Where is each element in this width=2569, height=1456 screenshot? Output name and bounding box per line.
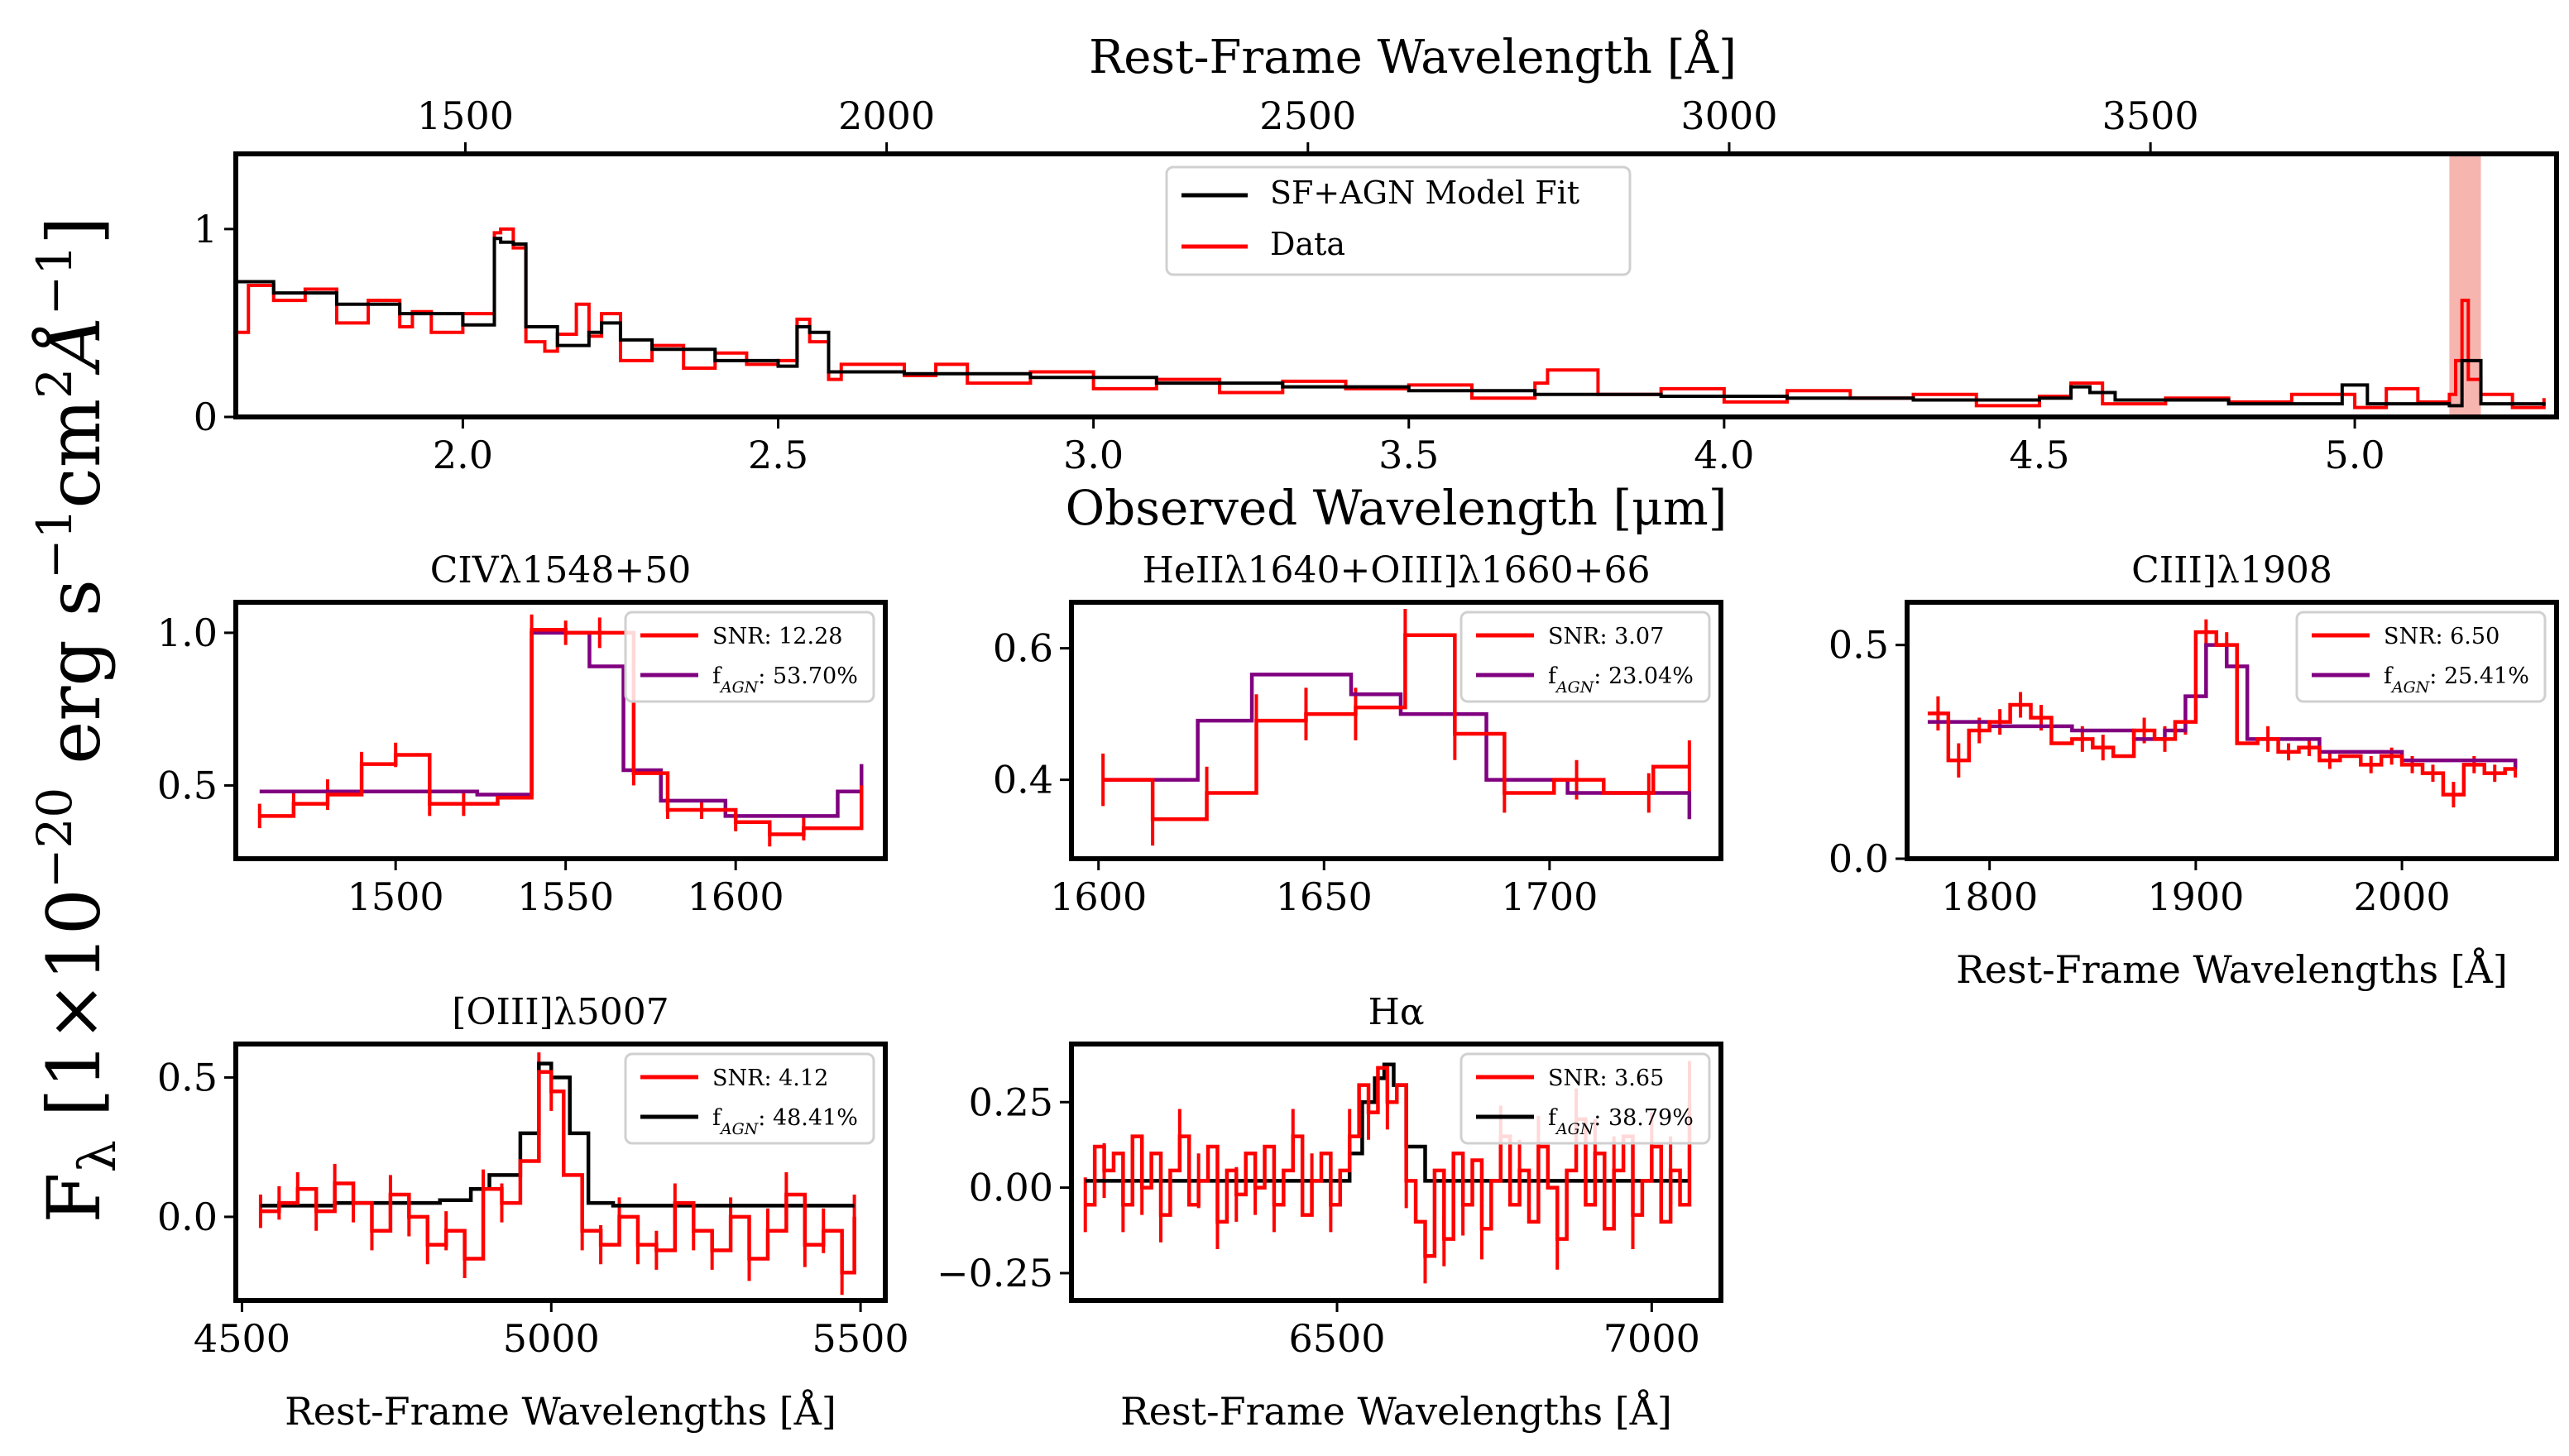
civ-axes-frame: [233, 600, 888, 861]
x-tick-label: 1900: [2147, 874, 2244, 919]
x-tick-label: 3.5: [1378, 433, 1439, 477]
full-series-sf-agn-model-fit: [236, 237, 2546, 408]
global-ylabel: Fλ [1×10−20 erg s−1cm2Å−1]: [26, 217, 127, 1224]
top-tick-label: 3500: [2102, 93, 2199, 138]
x-tick-label: 4500: [194, 1316, 290, 1361]
y-tick-label: 0.0: [1828, 836, 1889, 881]
legend-entry: SNR: 6.50: [2384, 624, 2500, 649]
oiii-x-axis-label: Rest-Frame Wavelengths [Å]: [285, 1388, 836, 1434]
panel-civ: 1500 1550 1600 0.5 1.0 CIVλ1548+50 SNR: 12.28 f…: [157, 549, 888, 919]
y-tick-label: −0.25: [937, 1251, 1053, 1296]
x-tick-label: 5.0: [2325, 433, 2385, 477]
y-tick-label: 1: [194, 207, 218, 251]
y-tick-label: 0.4: [993, 758, 1053, 802]
full-legend: SF+AGN Model Fit Data: [1165, 165, 1632, 276]
y-tick-label: 1.0: [157, 611, 218, 655]
x-tick-label: 7000: [1603, 1316, 1700, 1361]
civ-series-data: [259, 627, 864, 836]
y-tick-label: 0.00: [969, 1166, 1053, 1210]
panel-ciii: 1800 1900 2000 0.0 0.5 CIII]λ1908 Rest-Frame W…: [1828, 549, 2559, 992]
civ-series-model: [259, 630, 864, 818]
civ-plot-area: [257, 614, 864, 847]
ciii-axes-frame: [1905, 600, 2559, 861]
x-tick-label: 4.5: [2009, 433, 2069, 477]
oiii-title: [OIII]λ5007: [452, 991, 669, 1033]
x-tick-label: 2.5: [748, 433, 808, 477]
ha-legend: SNR: 3.65 fAGN: 38.79%: [1459, 1052, 1711, 1145]
panel-oiii: 4500 5000 5500 0.0 0.5 [OIII]λ5007 Rest-Frame …: [157, 991, 909, 1434]
top-tick-label: 2000: [838, 93, 935, 138]
legend-entry: SNR: 3.65: [1548, 1066, 1664, 1091]
panel-heii: 1600 1650 1700 0.4 0.6 HeIIλ1640+OIII]λ1660+6…: [993, 549, 1723, 919]
civ-title: CIVλ1548+50: [430, 549, 692, 592]
ciii-plot-area: [1927, 619, 2518, 807]
x-tick-label: 2000: [2354, 874, 2451, 919]
top-tick-label: 1500: [417, 93, 514, 138]
x-tick-label: 5000: [503, 1316, 600, 1361]
legend-box: [1165, 165, 1632, 276]
legend-entry: fAGN: 23.04%: [1548, 663, 1694, 697]
y-tick-label: 0.6: [993, 626, 1053, 671]
panel-full-spectrum: 2.0 2.5 3.0 3.5 4.0 4.5 5.0 0 1 1500 2000 2500 3000 3…: [194, 29, 2559, 536]
legend-entry: SNR: 4.12: [712, 1066, 828, 1091]
panel-halpha: 6500 7000 −0.25 0.00 0.25 Hα Rest-Frame Wavele…: [937, 991, 1723, 1434]
ha-title: Hα: [1368, 991, 1424, 1033]
heii-series-data: [1103, 633, 1690, 821]
y-tick-label: 0.0: [157, 1195, 218, 1239]
y-tick-label: 0: [194, 395, 218, 439]
legend-entry: Data: [1270, 226, 1345, 262]
ciii-legend: SNR: 6.50 fAGN: 25.41%: [2295, 611, 2547, 703]
legend-entry: SNR: 12.28: [712, 624, 842, 649]
x-tick-label: 1600: [1050, 874, 1147, 919]
oiii-legend: SNR: 4.12 fAGN: 48.41%: [624, 1052, 875, 1145]
x-tick-label: 1600: [688, 874, 784, 919]
heii-plot-area: [1101, 608, 1692, 846]
oiii-plot-area: [258, 1052, 856, 1296]
x-tick-label: 1700: [1501, 874, 1598, 919]
heii-axes-frame: [1069, 600, 1723, 861]
legend-entry: fAGN: 25.41%: [2384, 663, 2529, 697]
ha-series-model: [1085, 1062, 1690, 1183]
ciii-x-axis-label: Rest-Frame Wavelengths [Å]: [1956, 946, 2508, 992]
x-tick-label: 2.0: [433, 433, 493, 477]
full-axes-frame: [233, 151, 2559, 419]
legend-entry: fAGN: 48.41%: [712, 1105, 858, 1138]
ciii-series-model: [1927, 643, 2518, 769]
ciii-series-data: [1927, 630, 2516, 797]
x-tick-label: 1500: [347, 874, 444, 919]
x-tick-label: 1650: [1276, 874, 1373, 919]
top-tick-label: 3000: [1680, 93, 1777, 138]
ha-series-data: [1085, 1066, 1692, 1258]
heii-series-model: [1103, 673, 1692, 820]
y-tick-label: 0.25: [969, 1080, 1053, 1124]
x-tick-label: 1800: [1941, 874, 2038, 919]
legend-entry: SNR: 3.07: [1548, 624, 1664, 649]
legend-entry: fAGN: 53.70%: [712, 663, 858, 697]
top-tick-label: 2500: [1259, 93, 1356, 138]
full-plot-area: [236, 154, 2546, 417]
civ-legend: SNR: 12.28 fAGN: 53.70%: [624, 611, 875, 703]
ha-x-axis-label: Rest-Frame Wavelengths [Å]: [1120, 1388, 1672, 1434]
x-tick-label: 6500: [1288, 1316, 1385, 1361]
ciii-title: CIII]λ1908: [2131, 549, 2332, 592]
top-axis-label: Rest-Frame Wavelength [Å]: [1089, 29, 1737, 84]
legend-entry: SF+AGN Model Fit: [1270, 175, 1579, 211]
oiii-axes-frame: [233, 1042, 888, 1303]
y-tick-label: 0.5: [1828, 623, 1889, 668]
ha-axes-frame: [1069, 1042, 1723, 1303]
x-tick-label: 5500: [812, 1316, 909, 1361]
x-tick-label: 1550: [517, 874, 614, 919]
heii-legend: SNR: 3.07 fAGN: 23.04%: [1459, 611, 1711, 703]
oiii-series-data: [260, 1070, 856, 1275]
full-x-axis-label: Observed Wavelength [μm]: [1066, 480, 1728, 536]
x-tick-label: 3.0: [1063, 433, 1124, 477]
full-series-data: [236, 227, 2546, 410]
x-tick-label: 4.0: [1694, 433, 1754, 477]
oiii-series-model: [260, 1061, 855, 1208]
y-tick-label: 0.5: [157, 1055, 218, 1099]
y-tick-label: 0.5: [157, 763, 218, 807]
legend-entry: fAGN: 38.79%: [1548, 1105, 1694, 1138]
heii-title: HeIIλ1640+OIII]λ1660+66: [1142, 549, 1650, 592]
